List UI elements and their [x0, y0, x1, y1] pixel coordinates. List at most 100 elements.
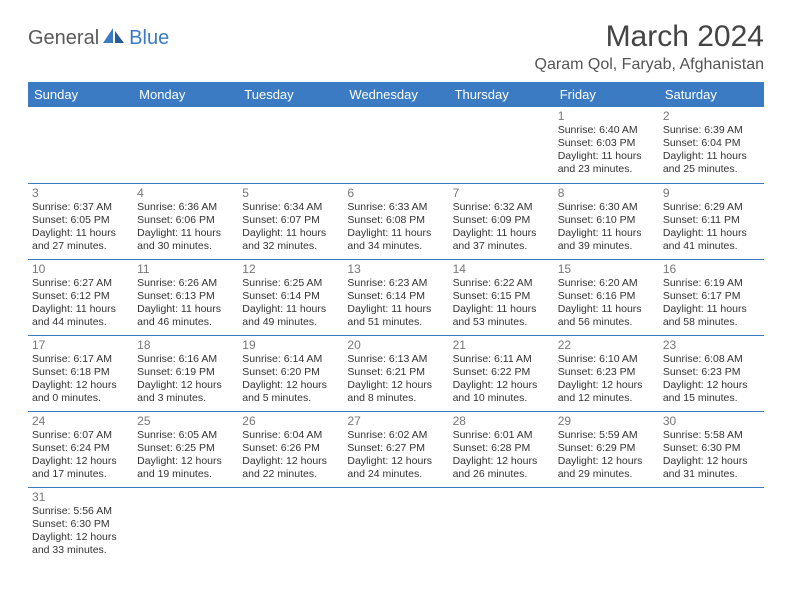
calendar-table: Sunday Monday Tuesday Wednesday Thursday…	[28, 82, 764, 563]
day-number: 4	[137, 186, 234, 200]
calendar-cell: 10Sunrise: 6:27 AMSunset: 6:12 PMDayligh…	[28, 259, 133, 335]
day-info: Sunrise: 6:23 AMSunset: 6:14 PMDaylight:…	[347, 277, 444, 330]
day-number: 29	[558, 414, 655, 428]
day-number: 20	[347, 338, 444, 352]
calendar-cell: 3Sunrise: 6:37 AMSunset: 6:05 PMDaylight…	[28, 183, 133, 259]
day-info: Sunrise: 6:07 AMSunset: 6:24 PMDaylight:…	[32, 429, 129, 482]
day-info: Sunrise: 6:13 AMSunset: 6:21 PMDaylight:…	[347, 353, 444, 406]
day-info: Sunrise: 6:32 AMSunset: 6:09 PMDaylight:…	[453, 201, 550, 254]
calendar-cell	[238, 107, 343, 183]
day-number: 7	[453, 186, 550, 200]
day-number: 23	[663, 338, 760, 352]
col-monday: Monday	[133, 82, 238, 107]
col-tuesday: Tuesday	[238, 82, 343, 107]
day-number: 1	[558, 109, 655, 123]
calendar-row: 1Sunrise: 6:40 AMSunset: 6:03 PMDaylight…	[28, 107, 764, 183]
day-number: 3	[32, 186, 129, 200]
calendar-cell: 4Sunrise: 6:36 AMSunset: 6:06 PMDaylight…	[133, 183, 238, 259]
col-saturday: Saturday	[659, 82, 764, 107]
logo-text-general: General	[28, 27, 99, 50]
calendar-row: 10Sunrise: 6:27 AMSunset: 6:12 PMDayligh…	[28, 259, 764, 335]
calendar-row: 3Sunrise: 6:37 AMSunset: 6:05 PMDaylight…	[28, 183, 764, 259]
calendar-cell: 24Sunrise: 6:07 AMSunset: 6:24 PMDayligh…	[28, 411, 133, 487]
day-number: 15	[558, 262, 655, 276]
calendar-cell: 31Sunrise: 5:56 AMSunset: 6:30 PMDayligh…	[28, 487, 133, 563]
day-info: Sunrise: 6:20 AMSunset: 6:16 PMDaylight:…	[558, 277, 655, 330]
col-thursday: Thursday	[449, 82, 554, 107]
calendar-cell: 14Sunrise: 6:22 AMSunset: 6:15 PMDayligh…	[449, 259, 554, 335]
calendar-cell: 22Sunrise: 6:10 AMSunset: 6:23 PMDayligh…	[554, 335, 659, 411]
calendar-cell	[343, 487, 448, 563]
calendar-cell: 5Sunrise: 6:34 AMSunset: 6:07 PMDaylight…	[238, 183, 343, 259]
day-number: 17	[32, 338, 129, 352]
header: General Blue March 2024 Qaram Qol, Farya…	[28, 20, 764, 74]
day-info: Sunrise: 6:14 AMSunset: 6:20 PMDaylight:…	[242, 353, 339, 406]
day-number: 5	[242, 186, 339, 200]
day-info: Sunrise: 6:30 AMSunset: 6:10 PMDaylight:…	[558, 201, 655, 254]
day-number: 18	[137, 338, 234, 352]
day-info: Sunrise: 6:27 AMSunset: 6:12 PMDaylight:…	[32, 277, 129, 330]
calendar-cell: 1Sunrise: 6:40 AMSunset: 6:03 PMDaylight…	[554, 107, 659, 183]
calendar-cell: 12Sunrise: 6:25 AMSunset: 6:14 PMDayligh…	[238, 259, 343, 335]
calendar-row: 31Sunrise: 5:56 AMSunset: 6:30 PMDayligh…	[28, 487, 764, 563]
day-info: Sunrise: 5:59 AMSunset: 6:29 PMDaylight:…	[558, 429, 655, 482]
logo-text-blue: Blue	[129, 27, 169, 50]
calendar-cell: 15Sunrise: 6:20 AMSunset: 6:16 PMDayligh…	[554, 259, 659, 335]
day-number: 27	[347, 414, 444, 428]
sail-icon	[101, 26, 127, 51]
day-info: Sunrise: 6:29 AMSunset: 6:11 PMDaylight:…	[663, 201, 760, 254]
day-header-row: Sunday Monday Tuesday Wednesday Thursday…	[28, 82, 764, 107]
day-info: Sunrise: 6:22 AMSunset: 6:15 PMDaylight:…	[453, 277, 550, 330]
location: Qaram Qol, Faryab, Afghanistan	[535, 56, 764, 74]
day-info: Sunrise: 6:17 AMSunset: 6:18 PMDaylight:…	[32, 353, 129, 406]
calendar-cell: 8Sunrise: 6:30 AMSunset: 6:10 PMDaylight…	[554, 183, 659, 259]
day-number: 11	[137, 262, 234, 276]
calendar-cell: 13Sunrise: 6:23 AMSunset: 6:14 PMDayligh…	[343, 259, 448, 335]
day-info: Sunrise: 6:40 AMSunset: 6:03 PMDaylight:…	[558, 124, 655, 177]
day-number: 25	[137, 414, 234, 428]
calendar-cell: 6Sunrise: 6:33 AMSunset: 6:08 PMDaylight…	[343, 183, 448, 259]
calendar-cell: 25Sunrise: 6:05 AMSunset: 6:25 PMDayligh…	[133, 411, 238, 487]
day-info: Sunrise: 6:04 AMSunset: 6:26 PMDaylight:…	[242, 429, 339, 482]
day-number: 13	[347, 262, 444, 276]
calendar-cell: 18Sunrise: 6:16 AMSunset: 6:19 PMDayligh…	[133, 335, 238, 411]
day-info: Sunrise: 6:10 AMSunset: 6:23 PMDaylight:…	[558, 353, 655, 406]
day-number: 24	[32, 414, 129, 428]
day-info: Sunrise: 6:34 AMSunset: 6:07 PMDaylight:…	[242, 201, 339, 254]
calendar-cell: 30Sunrise: 5:58 AMSunset: 6:30 PMDayligh…	[659, 411, 764, 487]
calendar-cell: 26Sunrise: 6:04 AMSunset: 6:26 PMDayligh…	[238, 411, 343, 487]
calendar-cell: 17Sunrise: 6:17 AMSunset: 6:18 PMDayligh…	[28, 335, 133, 411]
calendar-cell: 20Sunrise: 6:13 AMSunset: 6:21 PMDayligh…	[343, 335, 448, 411]
calendar-cell: 7Sunrise: 6:32 AMSunset: 6:09 PMDaylight…	[449, 183, 554, 259]
day-number: 28	[453, 414, 550, 428]
col-sunday: Sunday	[28, 82, 133, 107]
calendar-cell: 19Sunrise: 6:14 AMSunset: 6:20 PMDayligh…	[238, 335, 343, 411]
day-info: Sunrise: 6:11 AMSunset: 6:22 PMDaylight:…	[453, 353, 550, 406]
calendar-row: 24Sunrise: 6:07 AMSunset: 6:24 PMDayligh…	[28, 411, 764, 487]
calendar-cell	[554, 487, 659, 563]
day-number: 31	[32, 490, 129, 504]
day-info: Sunrise: 6:08 AMSunset: 6:23 PMDaylight:…	[663, 353, 760, 406]
day-number: 14	[453, 262, 550, 276]
day-number: 2	[663, 109, 760, 123]
calendar-cell: 9Sunrise: 6:29 AMSunset: 6:11 PMDaylight…	[659, 183, 764, 259]
calendar-cell	[343, 107, 448, 183]
day-number: 12	[242, 262, 339, 276]
day-number: 26	[242, 414, 339, 428]
calendar-row: 17Sunrise: 6:17 AMSunset: 6:18 PMDayligh…	[28, 335, 764, 411]
calendar-cell: 28Sunrise: 6:01 AMSunset: 6:28 PMDayligh…	[449, 411, 554, 487]
calendar-cell	[449, 107, 554, 183]
day-info: Sunrise: 5:56 AMSunset: 6:30 PMDaylight:…	[32, 505, 129, 558]
day-info: Sunrise: 6:02 AMSunset: 6:27 PMDaylight:…	[347, 429, 444, 482]
calendar-cell: 29Sunrise: 5:59 AMSunset: 6:29 PMDayligh…	[554, 411, 659, 487]
day-number: 30	[663, 414, 760, 428]
calendar-cell: 16Sunrise: 6:19 AMSunset: 6:17 PMDayligh…	[659, 259, 764, 335]
day-info: Sunrise: 6:16 AMSunset: 6:19 PMDaylight:…	[137, 353, 234, 406]
calendar-cell: 2Sunrise: 6:39 AMSunset: 6:04 PMDaylight…	[659, 107, 764, 183]
day-number: 22	[558, 338, 655, 352]
day-number: 10	[32, 262, 129, 276]
day-info: Sunrise: 6:39 AMSunset: 6:04 PMDaylight:…	[663, 124, 760, 177]
day-number: 16	[663, 262, 760, 276]
col-wednesday: Wednesday	[343, 82, 448, 107]
day-info: Sunrise: 6:37 AMSunset: 6:05 PMDaylight:…	[32, 201, 129, 254]
